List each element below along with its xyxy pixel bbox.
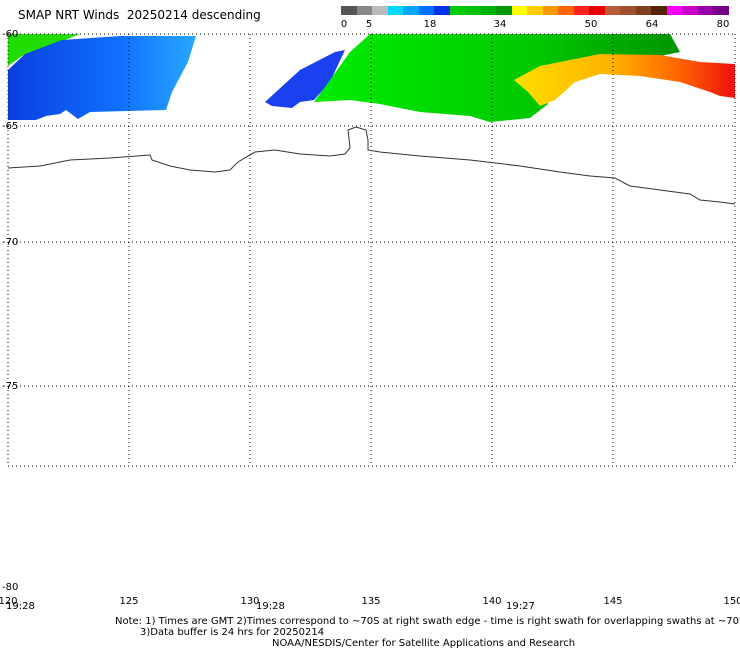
swath-time: 19:28 (256, 601, 285, 612)
swath-green-right (314, 34, 680, 122)
map-title: SMAP NRT Winds 20250214 descending (18, 8, 261, 22)
swath-times: 19:28 19:28 19:27 (6, 601, 535, 612)
footnote-line-3: NOAA/NESDIS/Center for Satellite Applica… (272, 638, 576, 649)
colorbar-label: 5 (365, 19, 373, 30)
colorbar-segment (480, 6, 497, 15)
colorbar-segment (341, 6, 357, 15)
lat-label: -75 (2, 381, 18, 392)
colorbar-segment (697, 6, 714, 15)
colorbar-segment (573, 6, 590, 15)
colorbar-segment (682, 6, 698, 15)
footnote-line-1: Note: 1) Times are GMT 2)Times correspon… (115, 616, 740, 627)
colorbar-label: 80 (716, 19, 730, 30)
swath-warm-right (514, 54, 735, 106)
wind-speed-colorbar (341, 6, 729, 15)
colorbar-segment (527, 6, 543, 15)
lat-label: -70 (2, 237, 18, 248)
antarctic-coastline (7, 126, 736, 205)
colorbar-segment (620, 6, 636, 15)
colorbar-label: 0 (340, 19, 348, 30)
lon-label: 135 (361, 596, 380, 607)
lon-label: 150 (723, 596, 740, 607)
colorbar-label: 64 (645, 19, 659, 30)
colorbar-segment (604, 6, 621, 15)
colorbar-label: 34 (493, 19, 507, 30)
colorbar-segment (496, 6, 512, 15)
colorbar-segment (666, 6, 683, 15)
lat-label: -65 (2, 121, 18, 132)
colorbar-segment (465, 6, 481, 15)
colorbar-segment (449, 6, 466, 15)
colorbar-segment (542, 6, 559, 15)
map-grid (7, 33, 736, 467)
colorbar-label: 50 (584, 19, 598, 30)
colorbar-segment (635, 6, 652, 15)
wind-swaths (8, 34, 735, 122)
lon-label: 145 (603, 596, 622, 607)
swath-blue-center (265, 50, 345, 108)
colorbar-segment (434, 6, 450, 15)
colorbar-segment (511, 6, 528, 15)
colorbar-segment (356, 6, 373, 15)
colorbar-segment (589, 6, 605, 15)
longitude-labels: 120 125 130 135 140 145 150 (0, 596, 740, 607)
swath-green-left (8, 34, 80, 66)
swath-blue-left (8, 36, 196, 120)
colorbar-segment (387, 6, 404, 15)
colorbar-label: 18 (423, 19, 437, 30)
footnote-line-2: 3)Data buffer is 24 hrs for 20250214 (140, 627, 325, 638)
lon-label: 125 (119, 596, 138, 607)
lon-label: 140 (482, 596, 501, 607)
latitude-labels: -60 -65 -70 -75 -80 (2, 29, 18, 593)
lat-label: -60 (2, 29, 18, 40)
lon-label: 130 (240, 596, 259, 607)
colorbar-segment (372, 6, 388, 15)
swath-time: 19:27 (506, 601, 535, 612)
lat-label: -80 (2, 582, 18, 593)
colorbar-segment (418, 6, 435, 15)
colorbar-segment (558, 6, 574, 15)
lon-label: 120 (0, 596, 18, 607)
colorbar-segment (403, 6, 419, 15)
colorbar-segment (713, 6, 729, 15)
colorbar-segment (651, 6, 667, 15)
swath-time: 19:28 (6, 601, 35, 612)
